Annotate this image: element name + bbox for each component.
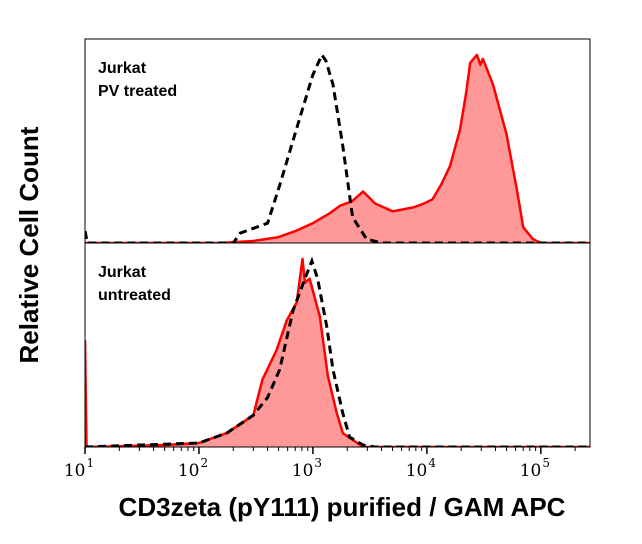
x-tick-label: 104 <box>406 456 437 481</box>
tick-exponent: 1 <box>87 456 95 470</box>
tick-base: 10 <box>178 461 200 481</box>
tick-exponent: 3 <box>314 456 322 470</box>
panel-label: untreated <box>98 287 171 304</box>
panel-frame <box>84 242 591 448</box>
panel-label: Jurkat <box>98 264 147 281</box>
x-tick-label: 101 <box>64 456 94 481</box>
tick-exponent: 5 <box>542 456 550 470</box>
tick-exponent: 2 <box>200 456 208 470</box>
panel-label: PV treated <box>98 83 177 100</box>
control-histogram-dashed-line <box>85 256 590 447</box>
x-tick-label: 103 <box>292 456 322 481</box>
x-axis-label: CD3zeta (pY111) purified / GAM APC <box>119 492 566 522</box>
x-tick-label: 105 <box>520 456 550 481</box>
control-histogram-dashed-line <box>85 51 590 243</box>
histogram-panel: Jurkat untreated <box>84 242 591 448</box>
tick-base: 10 <box>406 461 428 481</box>
tick-base: 10 <box>292 461 314 481</box>
tick-exponent: 4 <box>428 456 436 470</box>
x-tick-label: 102 <box>178 456 208 481</box>
sample-fill-area <box>85 54 590 243</box>
panel-label: Jurkat <box>98 60 147 77</box>
y-axis-label: Relative Cell Count <box>14 126 44 363</box>
histogram-panel: Jurkat PV treated <box>84 38 591 244</box>
tick-base: 10 <box>64 461 86 481</box>
tick-base: 10 <box>520 461 542 481</box>
sample-histogram-line <box>85 53 590 243</box>
x-axis: 101 102 103 104 105 <box>64 447 576 481</box>
